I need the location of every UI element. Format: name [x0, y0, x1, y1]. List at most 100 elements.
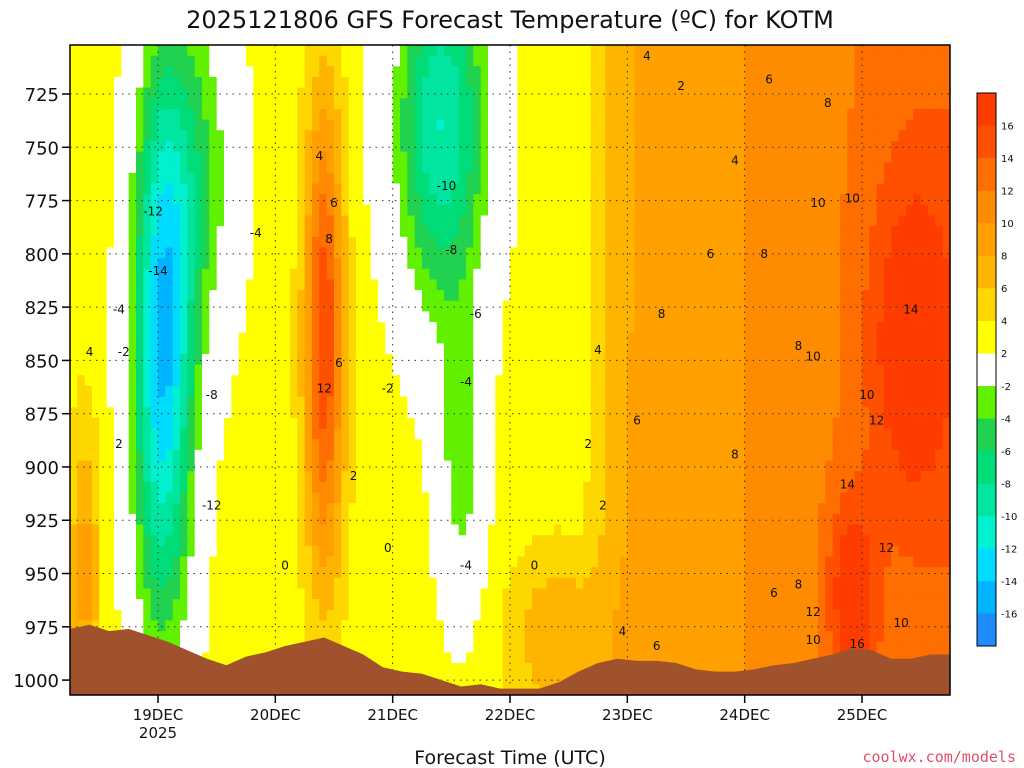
temperature-cell — [253, 513, 262, 526]
temperature-cell — [121, 471, 130, 483]
temperature-cell — [480, 652, 489, 664]
temperature-cell — [150, 439, 159, 451]
temperature-cell — [238, 66, 247, 78]
temperature-cell — [194, 55, 203, 67]
temperature-cell — [92, 215, 100, 227]
temperature-cell — [400, 641, 408, 653]
temperature-cell — [290, 396, 298, 408]
temperature-cell — [297, 140, 306, 153]
temperature-cell — [370, 535, 379, 547]
temperature-cell — [99, 471, 108, 483]
temperature-cell — [172, 609, 181, 622]
temperature-cell — [216, 151, 225, 163]
temperature-cell — [136, 215, 144, 227]
temperature-cell — [554, 279, 562, 291]
temperature-cell — [326, 55, 335, 67]
temperature-cell — [612, 332, 621, 344]
temperature-cell — [172, 343, 181, 355]
temperature-cell — [466, 513, 474, 526]
temperature-cell — [238, 652, 247, 664]
temperature-cell — [238, 322, 247, 334]
temperature-cell — [143, 77, 152, 89]
temperature-cell — [554, 641, 562, 653]
temperature-cell — [312, 140, 320, 153]
temperature-cell — [356, 215, 364, 227]
temperature-cell — [363, 428, 372, 440]
temperature-cell — [436, 332, 445, 344]
temperature-cell — [70, 471, 78, 483]
temperature-cell — [451, 695, 459, 706]
temperature-cell — [532, 513, 540, 526]
temperature-cell — [634, 151, 643, 163]
temperature-cell — [128, 439, 137, 451]
temperature-cell — [517, 108, 526, 121]
temperature-cell — [363, 599, 372, 611]
temperature-cell — [480, 183, 489, 195]
temperature-cell — [128, 599, 137, 611]
temperature-cell — [194, 279, 203, 291]
temperature-cell — [363, 503, 372, 515]
temperature-cell — [231, 236, 240, 249]
temperature-cell — [444, 364, 452, 376]
temperature-cell — [268, 428, 276, 440]
temperature-cell — [312, 87, 320, 99]
temperature-cell — [268, 375, 276, 387]
temperature-cell — [341, 503, 350, 515]
temperature-cell — [216, 609, 225, 622]
temperature-cell — [128, 108, 137, 121]
temperature-cell — [128, 620, 137, 632]
temperature-cell — [84, 279, 93, 291]
temperature-cell — [268, 588, 276, 600]
temperature-cell — [143, 503, 152, 515]
temperature-cell — [209, 215, 218, 227]
temperature-cell — [77, 247, 86, 259]
temperature-cell — [106, 620, 115, 632]
temperature-cell — [187, 45, 196, 57]
temperature-cell — [436, 162, 445, 174]
temperature-cell — [605, 45, 614, 57]
temperature-cell — [150, 215, 159, 227]
temperature-cell — [77, 364, 86, 376]
temperature-cell — [99, 343, 108, 355]
temperature-cell — [165, 386, 174, 398]
temperature-cell — [627, 183, 636, 195]
temperature-cell — [187, 545, 196, 558]
temperature-cell — [356, 577, 364, 590]
temperature-cell — [128, 588, 137, 600]
temperature-cell — [297, 45, 306, 46]
temperature-cell — [260, 130, 269, 142]
temperature-cell — [444, 130, 452, 142]
temperature-cell — [370, 386, 379, 398]
temperature-cell — [260, 300, 269, 312]
temperature-cell — [224, 386, 232, 398]
temperature-cell — [106, 258, 115, 270]
temperature-cell — [517, 631, 526, 643]
temperature-cell — [546, 77, 555, 89]
temperature-cell — [649, 194, 658, 206]
temperature-cell — [194, 492, 203, 504]
temperature-cell — [326, 332, 335, 344]
temperature-cell — [524, 481, 533, 494]
temperature-cell — [473, 620, 482, 632]
temperature-cell — [172, 407, 181, 419]
temperature-cell — [304, 183, 313, 195]
temperature-cell — [627, 481, 636, 494]
temperature-cell — [290, 290, 298, 302]
temperature-cell — [568, 588, 577, 600]
temperature-cell — [260, 471, 269, 483]
temperature-cell — [84, 311, 93, 323]
temperature-cell — [290, 140, 298, 153]
temperature-cell — [473, 695, 481, 706]
temperature-cell — [326, 45, 335, 46]
temperature-cell — [546, 66, 555, 78]
temperature-cell — [583, 386, 592, 398]
temperature-cell — [238, 236, 247, 249]
temperature-cell — [290, 247, 298, 259]
temperature-cell — [583, 215, 592, 227]
temperature-cell — [495, 471, 504, 483]
temperature-cell — [363, 119, 372, 131]
temperature-cell — [165, 492, 174, 504]
temperature-cell — [253, 311, 262, 323]
temperature-cell — [583, 609, 592, 622]
temperature-cell — [106, 609, 115, 622]
